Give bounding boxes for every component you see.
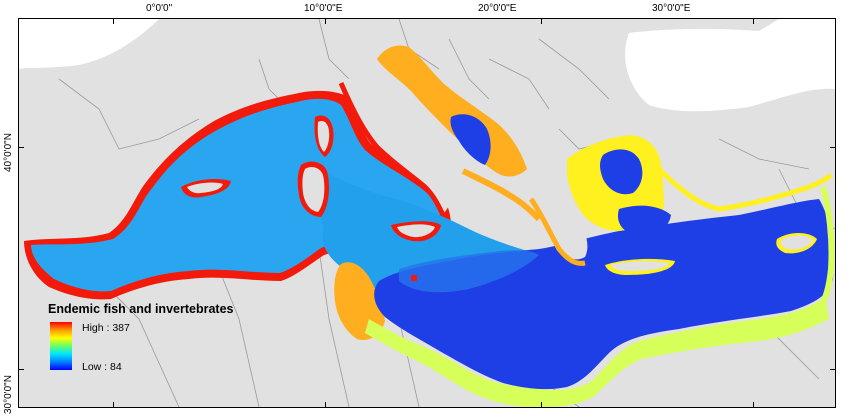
malta-island <box>411 275 417 281</box>
map-canvas <box>19 19 835 407</box>
italy-ionian-coast <box>461 168 542 222</box>
anatolian-coast <box>657 167 833 212</box>
italy-peninsula <box>339 78 465 215</box>
greece-peninsula <box>541 193 588 260</box>
sicily <box>397 224 435 238</box>
east-med-sea <box>374 199 834 390</box>
lon-tick-30e: 30°0'0"E <box>652 3 691 14</box>
lon-tick-0: 0°0'0" <box>146 3 173 14</box>
lat-tick-40n: 40°0'0"N <box>3 133 14 172</box>
sardinia <box>302 167 325 212</box>
map-frame <box>18 18 836 408</box>
cyprus <box>780 235 813 250</box>
legend-high-label: High : 387 <box>82 322 130 334</box>
black-sea-white-area <box>625 19 835 112</box>
central-transition-sea <box>399 250 539 293</box>
italy-tyrrhenian-coast <box>338 81 446 217</box>
lon-tick-20e: 20°0'0"E <box>478 3 517 14</box>
african-coastal-band <box>365 297 829 407</box>
corsica <box>317 121 330 152</box>
adriatic-deep-patch <box>450 114 491 165</box>
legend-title: Endemic fish and invertebrates <box>48 302 234 316</box>
aegean-deep-patch <box>600 149 643 195</box>
greece-west-coast <box>528 197 586 266</box>
lat-tick-30n: 30°0'0"N <box>3 375 14 414</box>
balearic <box>187 182 223 194</box>
gulf-of-gabes <box>334 262 385 341</box>
cretan-sea-patch <box>617 205 671 235</box>
lon-tick-10e: 10°0'0"E <box>304 3 343 14</box>
crete <box>611 261 669 271</box>
atlantic-white-area <box>19 19 159 69</box>
legend-color-ramp <box>50 322 72 370</box>
levant-coast <box>816 186 835 311</box>
west-med-sea <box>31 98 443 292</box>
legend-low-label: Low : 84 <box>82 361 122 373</box>
